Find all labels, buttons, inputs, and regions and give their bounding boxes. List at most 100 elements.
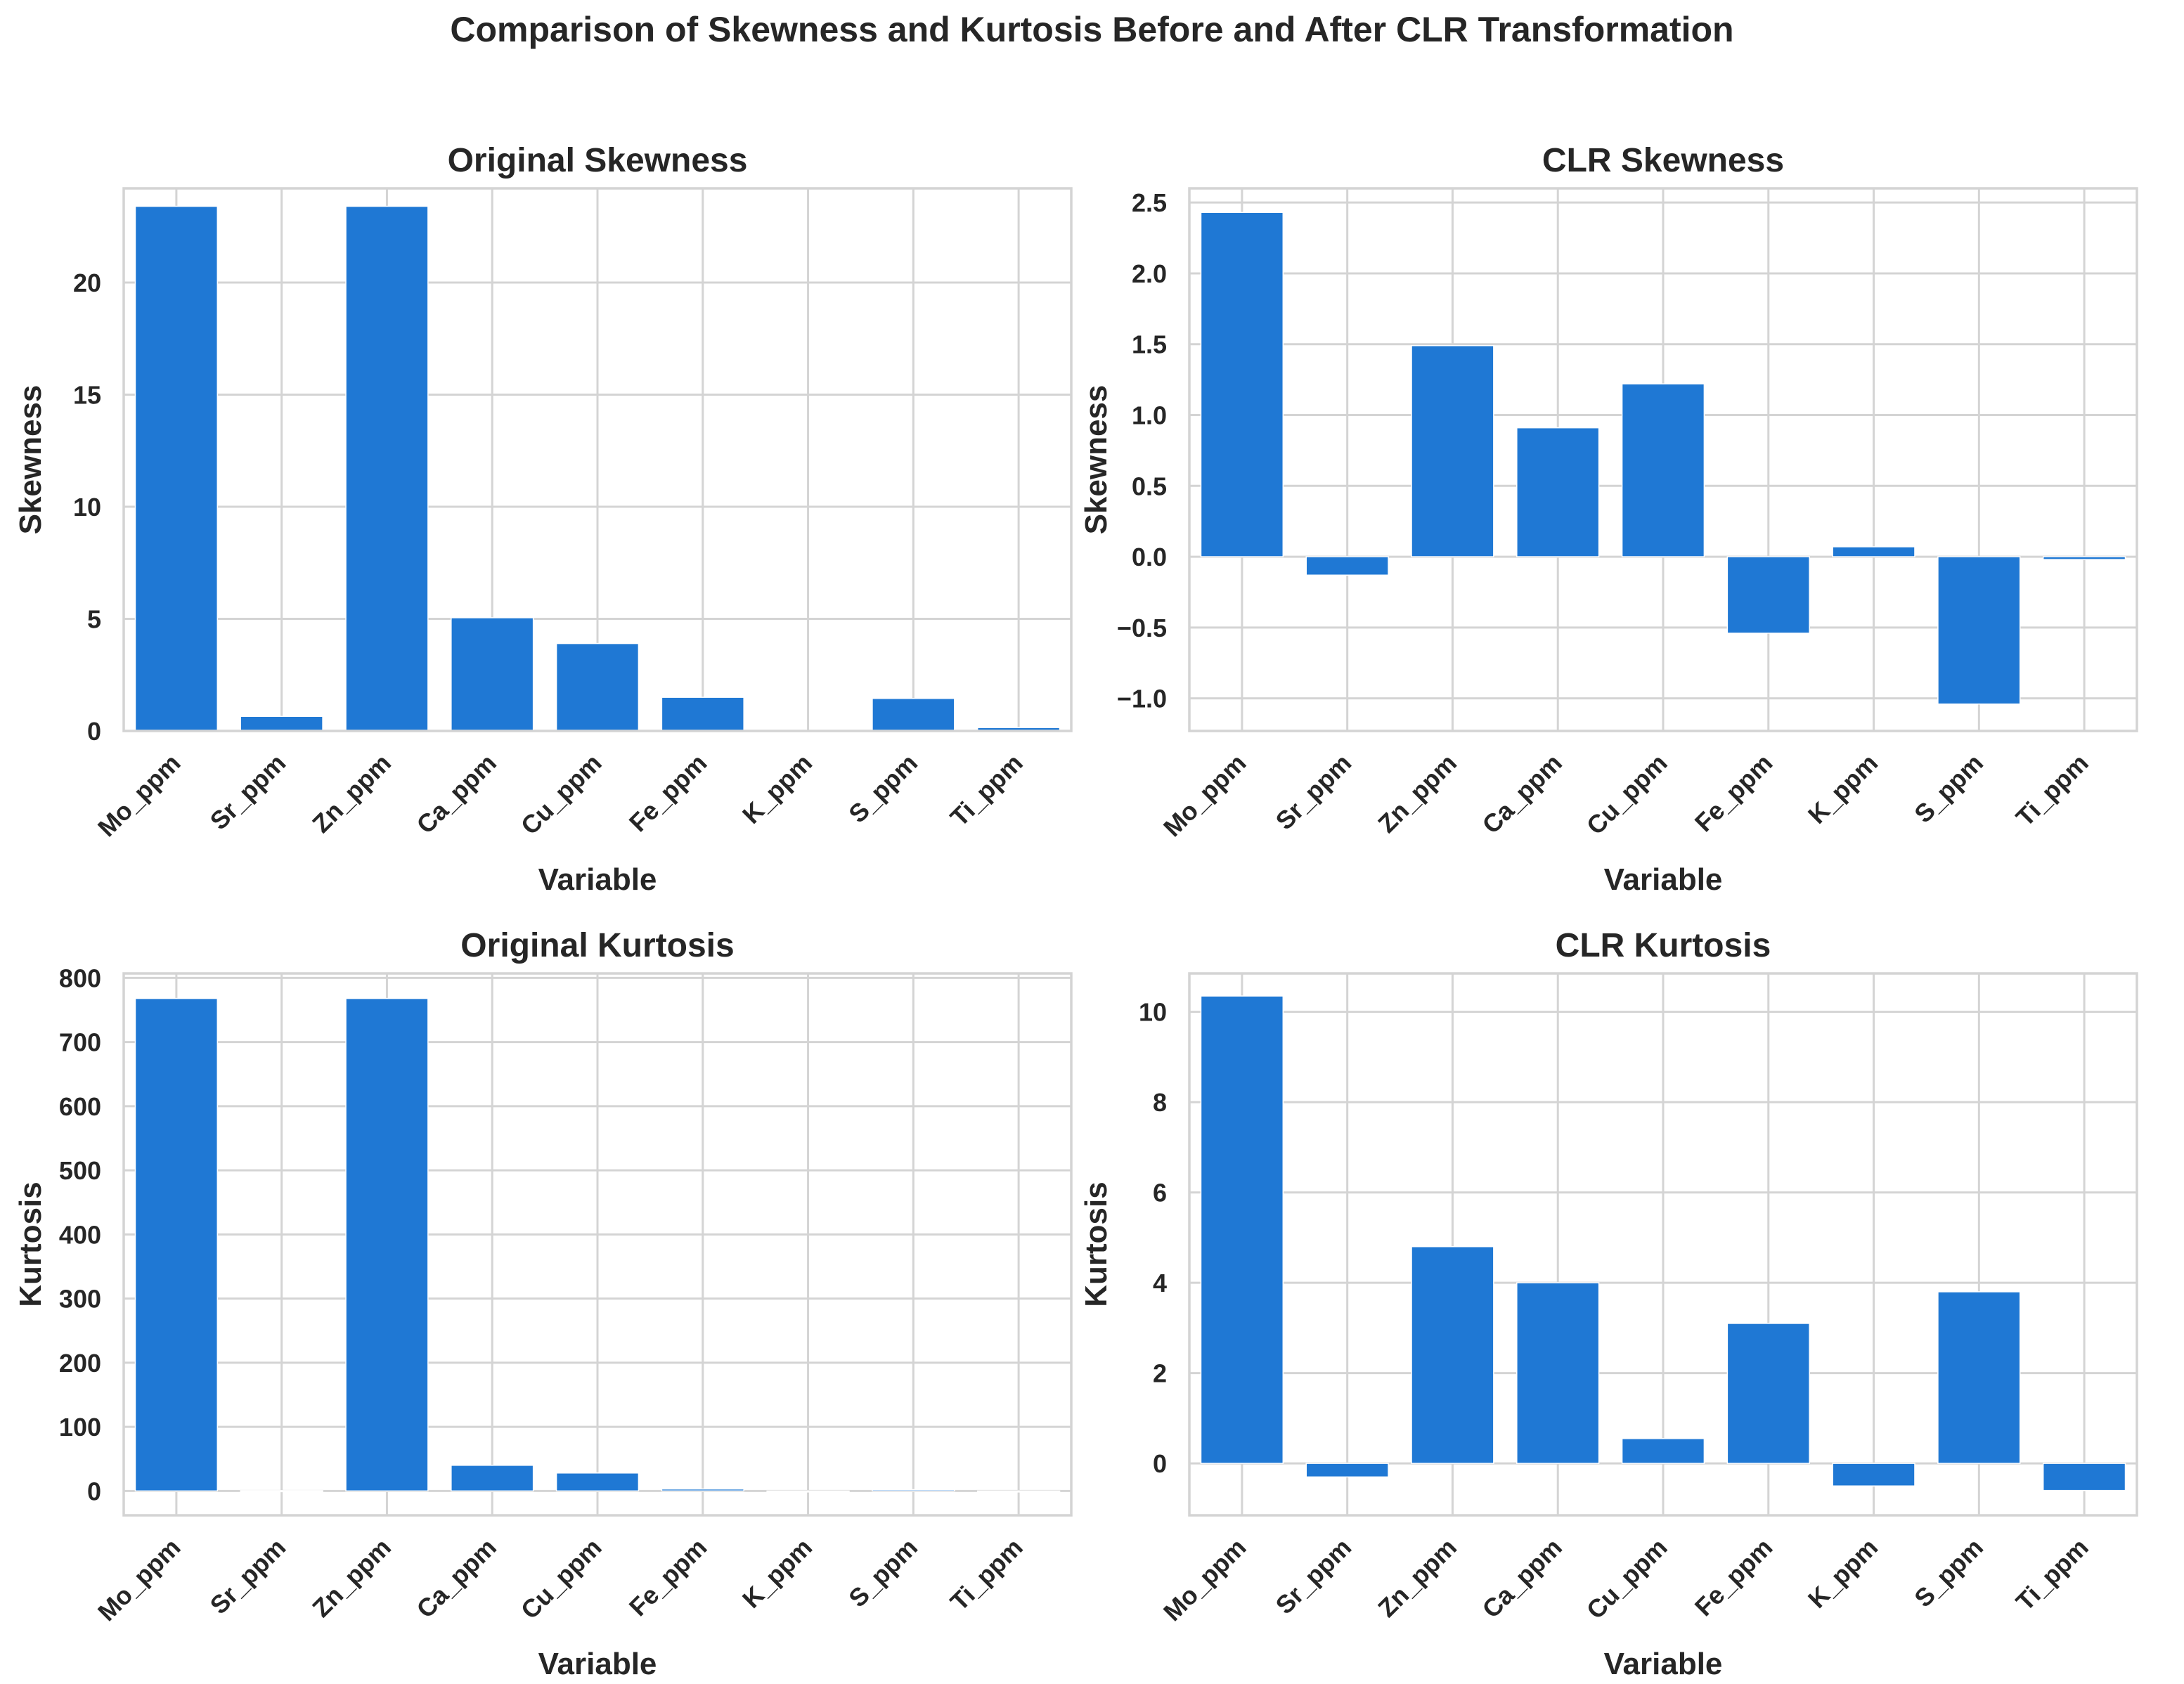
chart-title: CLR Skewness xyxy=(1542,142,1784,179)
y-tick-label: 0.5 xyxy=(1132,472,1167,500)
bar-s-ppm xyxy=(872,1489,955,1492)
bar-zn-ppm xyxy=(345,205,429,732)
chart-title: CLR Kurtosis xyxy=(1556,927,1771,964)
bar-sr-ppm xyxy=(240,715,323,732)
x-tick-label: Fe_ppm xyxy=(1689,749,1778,838)
bar-cu-ppm xyxy=(555,1472,640,1492)
x-axis-label: Variable xyxy=(1604,1647,1723,1681)
x-tick-label: K_ppm xyxy=(1802,1533,1883,1614)
y-axis-label: Skewness xyxy=(1079,385,1113,535)
bar-ca-ppm xyxy=(1516,1282,1600,1464)
y-tick-label: 15 xyxy=(73,380,101,409)
bar-k-ppm xyxy=(1832,546,1915,557)
y-tick-label: 400 xyxy=(59,1220,101,1249)
bar-mo-ppm xyxy=(1200,212,1284,557)
bar-fe-ppm xyxy=(1726,556,1810,634)
y-tick-label: 200 xyxy=(59,1349,101,1378)
y-tick-label: −1.0 xyxy=(1117,685,1167,713)
y-tick-label: 700 xyxy=(59,1028,101,1057)
bar-mo-ppm xyxy=(1200,995,1284,1464)
y-tick-label: 2.5 xyxy=(1132,188,1167,217)
x-tick-label: K_ppm xyxy=(737,749,818,829)
y-tick-label: 0 xyxy=(1153,1449,1167,1478)
x-tick-label: Zn_ppm xyxy=(1372,749,1462,838)
bar-fe-ppm xyxy=(1726,1323,1810,1464)
y-tick-label: 0 xyxy=(87,717,101,746)
bar-mo-ppm xyxy=(134,997,219,1492)
y-axis-label: Kurtosis xyxy=(13,1181,48,1307)
x-tick-label: Cu_ppm xyxy=(515,749,607,841)
x-tick-label: S_ppm xyxy=(1908,1533,1989,1613)
x-tick-label: Ca_ppm xyxy=(411,1533,501,1624)
y-tick-label: 2 xyxy=(1153,1359,1167,1388)
x-tick-label: Cu_ppm xyxy=(1581,749,1673,841)
bar-ti-ppm xyxy=(2042,1463,2126,1491)
x-tick-label: Mo_ppm xyxy=(92,1533,186,1627)
y-tick-label: 0 xyxy=(87,1477,101,1505)
x-tick-label: Sr_ppm xyxy=(205,1533,292,1620)
y-tick-label: 8 xyxy=(1153,1088,1167,1117)
plot-frame xyxy=(1188,187,2138,732)
plot-frame xyxy=(122,187,1073,732)
x-tick-label: Cu_ppm xyxy=(1581,1533,1673,1625)
x-tick-label: Ti_ppm xyxy=(945,749,1028,832)
bar-ca-ppm xyxy=(451,617,534,732)
bar-zn-ppm xyxy=(1411,1245,1494,1464)
x-tick-label: K_ppm xyxy=(737,1533,818,1614)
x-tick-label: Ti_ppm xyxy=(2010,749,2094,832)
x-tick-label: Sr_ppm xyxy=(205,749,292,836)
chart-original-skewness: 0 5 10 15 20 Mo_ppm Sr_ppm Zn_ppm Ca_ppm Cu_ppm Fe… xyxy=(13,142,1073,897)
y-tick-label: 5 xyxy=(87,604,101,633)
y-tick-label: 6 xyxy=(1153,1179,1167,1207)
x-tick-label: S_ppm xyxy=(843,749,923,829)
x-tick-label: Fe_ppm xyxy=(623,749,713,838)
y-tick-label: 300 xyxy=(59,1285,101,1314)
x-tick-label: Ca_ppm xyxy=(1476,1533,1567,1624)
x-tick-label: Sr_ppm xyxy=(1270,1533,1357,1620)
bar-cu-ppm xyxy=(1621,383,1705,557)
y-tick-label: 1.5 xyxy=(1132,330,1167,359)
x-tick-label: Fe_ppm xyxy=(1689,1533,1778,1622)
y-tick-label: 10 xyxy=(1139,998,1167,1027)
bar-s-ppm xyxy=(1937,556,2021,705)
x-tick-label: Ca_ppm xyxy=(411,749,501,839)
bar-zn-ppm xyxy=(1411,344,1494,557)
bar-ti-ppm xyxy=(2042,556,2126,560)
bar-mo-ppm xyxy=(134,205,219,732)
chart-clr-skewness: −1.0 −0.5 0.0 0.5 1.0 1.5 2.0 2.5 Mo_ppm Sr_ppm Zn… xyxy=(1079,142,2138,897)
bar-fe-ppm xyxy=(661,1488,744,1492)
x-tick-label: Zn_ppm xyxy=(1372,1533,1462,1623)
y-tick-label: 4 xyxy=(1153,1269,1167,1297)
x-tick-label: Mo_ppm xyxy=(1158,1533,1252,1627)
x-tick-label: Sr_ppm xyxy=(1270,749,1357,836)
x-axis-label: Variable xyxy=(538,862,657,897)
chart-title: Original Kurtosis xyxy=(460,927,734,964)
y-tick-label: 500 xyxy=(59,1156,101,1185)
bar-fe-ppm xyxy=(661,697,744,732)
bar-ca-ppm xyxy=(451,1465,534,1492)
bar-s-ppm xyxy=(872,697,955,732)
x-tick-label: Ti_ppm xyxy=(2010,1533,2094,1617)
plot-frame xyxy=(1188,972,2138,1517)
x-axis-label: Variable xyxy=(538,1647,657,1681)
y-tick-label: 800 xyxy=(59,964,101,992)
x-tick-label: K_ppm xyxy=(1802,749,1883,829)
y-axis-label: Skewness xyxy=(13,385,48,535)
x-tick-label: Ca_ppm xyxy=(1476,749,1567,839)
x-tick-label: Mo_ppm xyxy=(1158,749,1252,843)
bar-cu-ppm xyxy=(1621,1438,1705,1464)
y-tick-label: −0.5 xyxy=(1117,614,1167,642)
y-tick-label: 10 xyxy=(73,493,101,522)
bar-sr-ppm xyxy=(1305,1463,1389,1478)
chart-title: Original Skewness xyxy=(448,142,748,179)
bar-sr-ppm xyxy=(240,1490,323,1493)
x-tick-label: Ti_ppm xyxy=(945,1533,1028,1617)
x-tick-label: Fe_ppm xyxy=(623,1533,713,1622)
y-tick-label: 100 xyxy=(59,1413,101,1442)
bar-cu-ppm xyxy=(555,642,640,732)
bar-k-ppm xyxy=(1832,1463,1915,1487)
y-tick-label: 600 xyxy=(59,1092,101,1121)
figure-title: Comparison of Skewness and Kurtosis Befo… xyxy=(450,10,1734,49)
